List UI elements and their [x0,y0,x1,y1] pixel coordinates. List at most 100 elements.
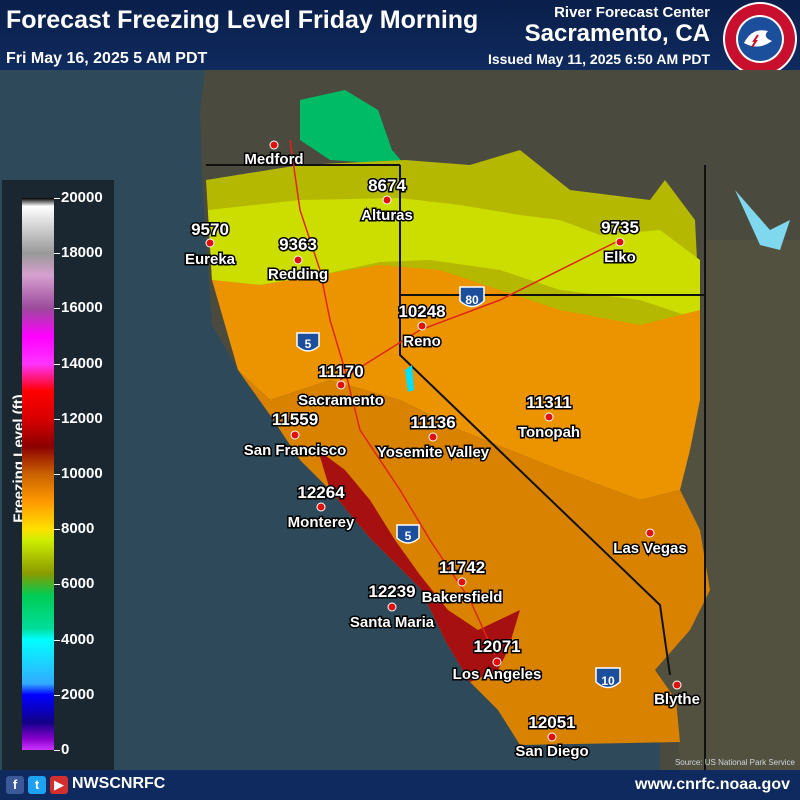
freezing-level-value: 11742 [439,558,485,577]
location-marker [417,321,427,331]
legend-tick-mark [54,474,60,475]
city-name: Medford [244,151,303,168]
location-marker [387,602,397,612]
state-borders [206,164,706,770]
youtube-icon[interactable]: ▶ [50,776,68,794]
location-alturas: Alturas 8674 [360,175,415,226]
location-medford: Medford [243,140,305,170]
lake-tahoe [405,365,414,392]
freezing-level-value: 12264 [297,483,345,502]
legend-tick-label: 4000 [61,630,95,648]
nws-logo-icon [723,2,797,76]
social-handle[interactable]: NWSCNRFC [72,775,166,792]
location-marker [645,528,655,538]
city-name: San Francisco [244,442,347,459]
legend-tick-label: 8000 [61,520,95,538]
location-reno: Reno 10248 [397,301,447,352]
location-san-francisco: San Francisco 11559 [242,409,348,461]
interstate-shield-10: 10 [595,667,621,689]
freezing-level-value: 12071 [473,637,520,656]
footer-bar: f t ▶ NWSCNRFC www.cnrfc.noaa.gov [0,770,800,800]
issued-time: Issued May 11, 2025 6:50 AM PDT [487,51,710,67]
location-elko: Elko 9735 [600,217,641,268]
location-marker [428,432,438,442]
location-redding: Redding 9363 [267,234,330,285]
city-name: Redding [268,266,328,283]
location-yosemite-valley: Yosemite Valley 11136 [375,412,491,463]
freezing-level-value: 10248 [398,302,445,321]
legend-tick-mark [54,363,60,365]
location-las-vegas: Las Vegas [612,528,688,559]
location-marker [336,380,346,390]
shield-label: 10 [601,674,615,688]
terrain-east [655,240,800,770]
legend-tick-label: 18000 [61,244,103,262]
legend-color-bar [22,198,54,750]
city-name: San Diego [515,743,588,760]
map-credit: Source: US National Park Service [675,758,796,767]
city-name: Reno [403,333,441,350]
location-marker [544,412,554,422]
legend-tick-mark [54,750,60,751]
great-salt-lake [735,190,790,250]
location-bakersfield: Bakersfield 11742 [420,557,504,608]
legend-tick-mark [54,418,60,420]
level-band-dark-red [318,450,520,682]
city-name: Eureka [185,251,236,268]
location-marker [615,237,625,247]
city-name: Bakersfield [422,589,503,606]
city-name: Yosemite Valley [377,444,490,461]
level-band-yellow [208,198,700,320]
interstate-shield-5-north: 5 [296,332,320,352]
city-name: Tonopah [518,424,580,441]
valid-time: Fri May 16, 2025 5 AM PDT [6,50,208,67]
interstate-shield-80: 80 [459,286,485,308]
legend-tick-mark [54,253,60,255]
location-marker [382,195,392,205]
freezing-level-value: 11170 [318,362,363,381]
location-marker [316,502,326,512]
city-name: Santa Maria [350,614,435,631]
legend-tick-label: 16000 [61,299,103,317]
rfc-location: Sacramento, CA [524,20,710,47]
legend-tick-mark [54,694,60,696]
page-title: Forecast Freezing Level Friday Morning [6,6,479,34]
location-marker [293,255,303,265]
facebook-icon[interactable]: f [6,776,24,794]
location-los-angeles: Los Angeles 12071 [451,636,543,685]
interstate-shield-5-south: 5 [396,524,420,544]
location-santa-maria: Santa Maria 12239 [348,581,436,633]
city-name: Alturas [361,207,413,224]
website-link[interactable]: www.cnrfc.noaa.gov [635,776,790,793]
shield-label: 5 [305,337,312,351]
city-name: Elko [604,249,636,266]
city-name: Las Vegas [613,540,686,557]
legend-tick-label: 20000 [61,189,103,206]
location-marker [547,732,557,742]
freezing-level-value: 9570 [191,220,229,239]
location-marker [290,430,300,440]
level-band-light-orange [212,265,700,500]
header-bar: Forecast Freezing Level Friday Morning F… [0,0,800,76]
location-san-diego: San Diego 12051 [514,712,590,762]
rfc-name: River Forecast Center [554,4,710,21]
freezing-level-map: Medford Alturas 8674 Eureka 9570 Redding 9363 E… [0,70,800,770]
location-eureka: Eureka 9570 [183,219,237,270]
location-blythe: Blythe [653,680,701,710]
location-markers: Medford Alturas 8674 Eureka 9570 Redding 9363 E… [183,140,701,762]
freezing-level-value: 8674 [368,176,406,195]
location-marker [492,657,502,667]
freezing-level-value: 11559 [272,410,318,429]
twitter-icon[interactable]: t [28,776,46,794]
legend-tick-label: 14000 [61,354,103,372]
legend-tick-label: 0 [61,741,70,758]
freezing-level-value: 11311 [526,393,571,412]
freezing-level-value: 9363 [279,235,317,254]
legend-tick-mark [54,639,60,641]
legend: Freezing Level (ft) 20000 18000 16000 14000… [2,180,114,770]
city-name: Los Angeles [453,666,542,683]
location-marker [457,577,467,587]
freezing-level-value: 9735 [601,218,639,237]
location-marker [205,238,215,248]
legend-tick-label: 2000 [61,685,95,703]
